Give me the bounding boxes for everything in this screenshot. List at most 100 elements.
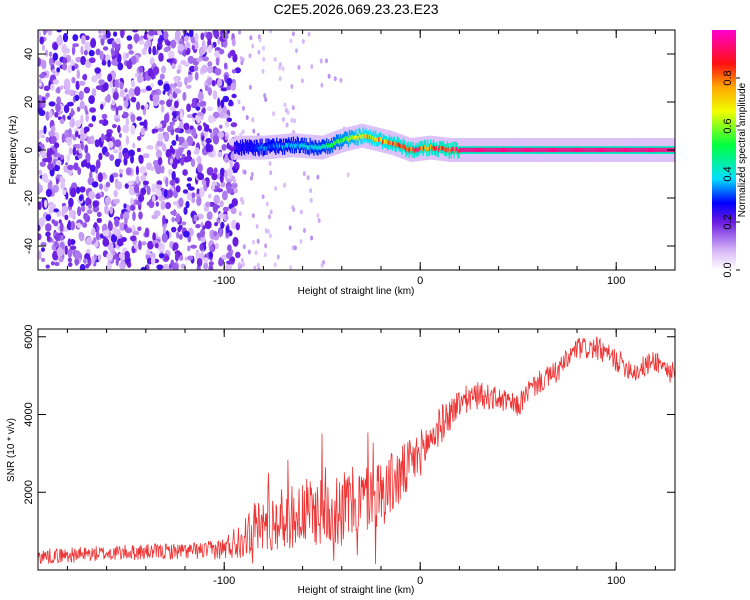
spectrogram-noise-cell	[219, 111, 226, 117]
spectrogram-noise-cell	[185, 42, 191, 49]
spectrogram-noise-cell	[89, 164, 96, 173]
snr-frame	[37, 328, 676, 571]
spectrogram-ridge-cell	[241, 144, 244, 149]
spectrogram-noise-cell	[125, 167, 132, 176]
spectrogram-ridge-cell	[387, 140, 390, 145]
spectrogram-noise-cell	[235, 222, 240, 231]
spectrogram-ridge-cell	[561, 147, 563, 153]
spectrogram-ridge-cell	[296, 141, 298, 147]
spectrogram-noise-cell	[208, 264, 214, 270]
spectrogram-noise-cell	[99, 50, 104, 61]
spectrogram-ridge-cell	[321, 144, 323, 150]
spectrogram-noise-cell	[71, 110, 75, 116]
spectrogram-ridge-cell	[504, 147, 506, 153]
spectrogram-noise-cell	[56, 86, 61, 94]
spectrogram-ridge-cell	[340, 139, 343, 144]
spectrogram-ridge-cell	[278, 144, 280, 150]
spectrogram-noise-cell	[231, 69, 236, 74]
spectrogram-faint-cell	[250, 171, 254, 177]
spectrogram-noise-cell	[174, 100, 179, 109]
spectrogram-noise-cell	[115, 181, 123, 190]
spectrogram-ridge-cell	[349, 136, 351, 141]
spectrogram-noise-cell	[122, 261, 126, 268]
spectrogram-noise-cell	[95, 193, 101, 200]
spectrogram-noise-cell	[231, 219, 237, 230]
spectrogram-noise-cell	[109, 174, 114, 183]
spectrogram-ridge-cell	[285, 143, 287, 148]
spectrogram-ridge-cell	[276, 142, 278, 148]
spectrogram-ridge-cell	[476, 147, 478, 153]
spectrogram-noise-cell	[227, 244, 232, 252]
spectrogram-ridge-cell	[251, 145, 253, 150]
spectrogram-faint-cell	[238, 30, 242, 35]
spectrogram-noise-cell	[168, 263, 173, 270]
spectrogram-ridge-cell	[526, 147, 528, 153]
spectrogram-noise-cell	[203, 263, 208, 270]
spectrogram-ridge-cell	[374, 137, 376, 142]
spectrogram-ridge-cell	[464, 147, 466, 153]
spectrogram-ylabel: Frequency (Hz)	[8, 116, 19, 185]
spectrogram-noise-cell	[196, 188, 200, 195]
spectrogram-ridge-cell	[337, 139, 340, 144]
spectrogram-ridge-cell	[247, 145, 249, 151]
spectrogram-ridge-cell	[383, 138, 385, 143]
spectrogram-ridge-cell	[518, 147, 520, 153]
spectrogram-ridge-cell	[392, 140, 395, 146]
spectrogram-ridge-cell	[388, 139, 391, 144]
spectrogram-noise-cell	[150, 166, 155, 171]
spectrogram-noise-cell	[111, 59, 118, 66]
spectrogram-ridge-cell	[657, 147, 659, 153]
spectrogram-noise-cell	[174, 252, 179, 262]
spectrogram-noise-cell	[146, 201, 153, 206]
spectrogram-noise-cell	[169, 83, 175, 88]
spectrogram-noise-cell	[95, 48, 101, 56]
spectrogram-ridge-cell	[350, 135, 352, 140]
spectrogram-ridge-cell	[500, 147, 502, 153]
spectrogram-noise-cell	[88, 49, 95, 57]
spectrogram-ridge-cell	[593, 147, 595, 153]
spectrogram-ridge-cell	[563, 147, 565, 153]
spectrogram-noise-cell	[235, 251, 241, 259]
spectrogram-ridge-cell	[285, 143, 288, 148]
spectrogram-ridge-cell	[265, 143, 267, 149]
spectrogram-ridge-cell	[291, 144, 294, 149]
spectrogram-faint-cell	[310, 235, 314, 241]
spectrogram-ridge-cell	[496, 147, 498, 153]
spectrogram-noise-cell	[98, 79, 105, 86]
spectrogram-noise-cell	[217, 151, 223, 158]
spectrogram-noise-cell	[104, 151, 110, 157]
spectrogram-noise-cell	[114, 118, 121, 122]
spectrogram-ridge-cell	[338, 140, 341, 145]
spectrogram-noise-cell	[213, 204, 220, 209]
spectrogram-ridge-cell	[492, 147, 494, 153]
spectrogram-ridge-cell	[400, 144, 402, 149]
spectrogram-noise-cell	[196, 155, 202, 165]
spectrogram-noise-cell	[104, 119, 109, 126]
spectrogram-noise-cell	[97, 73, 101, 80]
spectrogram-ridge-cell	[282, 145, 284, 150]
spectrogram-noise-cell	[99, 119, 105, 124]
spectrogram-noise-cell	[53, 220, 59, 227]
spectrogram-noise-cell	[180, 263, 186, 269]
spectrogram-faint-cell	[291, 105, 295, 111]
spectrogram-noise-cell	[185, 201, 190, 209]
spectrogram-ridge-cell	[539, 147, 542, 153]
spectrogram-ridge-cell	[519, 147, 521, 153]
spectrogram-ridge-cell	[626, 147, 628, 153]
spectrogram-noise-cell	[89, 107, 96, 113]
spectrogram-noise-cell	[177, 43, 185, 52]
spectrogram-noise-cell	[53, 42, 58, 51]
spectrogram-noise-cell	[156, 180, 163, 186]
spectrogram-noise-cell	[101, 60, 107, 66]
spectrogram-ridge-cell	[410, 146, 412, 152]
spectrogram-noise-cell	[71, 77, 76, 84]
spectrogram-faint-cell	[301, 39, 305, 44]
spectrogram-ridge-cell	[465, 147, 467, 153]
spectrogram-ridge-cell	[237, 146, 240, 151]
spectrogram-noise-cell	[60, 180, 65, 190]
spectrogram-noise-cell	[91, 115, 97, 122]
spectrogram-noise-cell	[125, 117, 129, 127]
spectrogram-noise-cell	[161, 143, 167, 152]
spectrogram-noise-cell	[115, 256, 119, 267]
spectrogram-noise-cell	[174, 127, 181, 133]
